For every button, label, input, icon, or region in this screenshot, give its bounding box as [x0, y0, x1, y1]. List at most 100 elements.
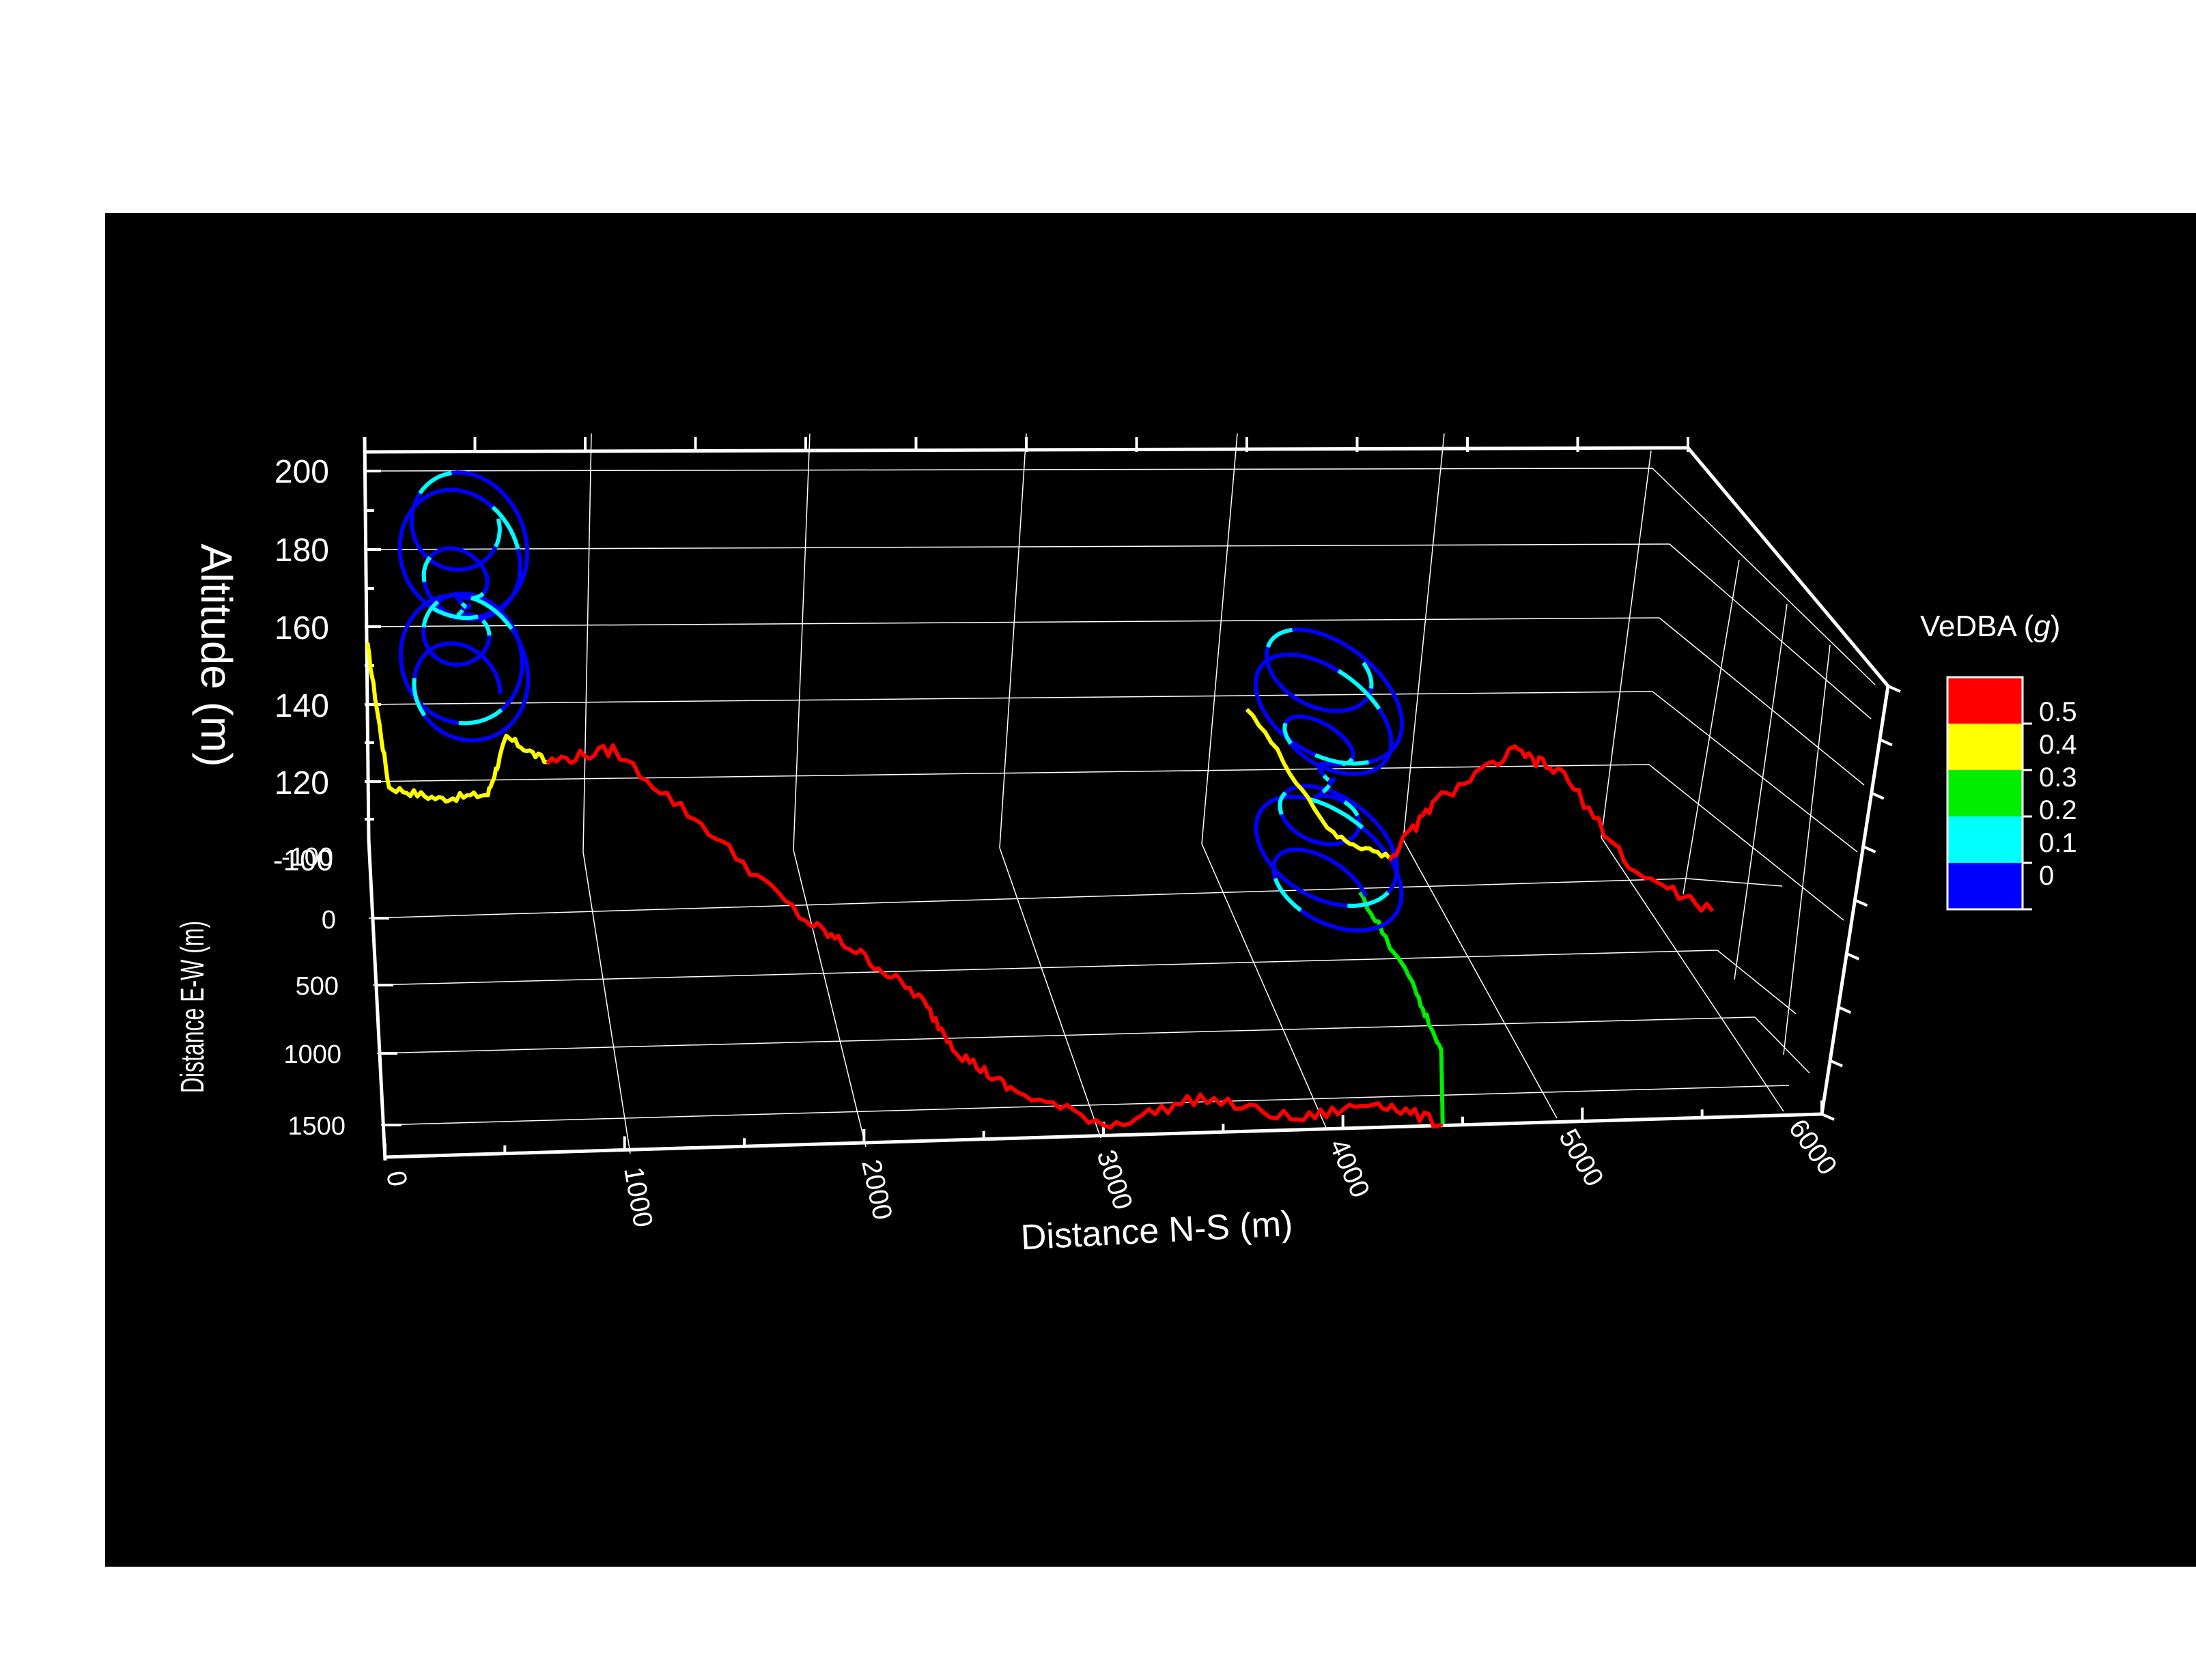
z-tick-label: 120: [274, 765, 329, 801]
grid-line: [1652, 468, 1876, 685]
z-tick-label: 140: [274, 688, 329, 724]
y-axis-title: Distance E-W (m): [173, 921, 210, 1093]
x-tick-label: 4000: [1323, 1135, 1375, 1202]
colorbar-title: VeDBA (g): [1920, 610, 2060, 643]
grid-line: [793, 849, 867, 1148]
grid-line: [364, 691, 1653, 705]
grid-line: [376, 1016, 1756, 1054]
grid-line: [372, 950, 1718, 986]
trajectory-segment: [421, 556, 432, 582]
axis-tick: [1870, 791, 1885, 800]
trajectory-segment: [1322, 774, 1330, 782]
trajectory-segment: [1358, 891, 1445, 1124]
trajectory-segment: [1337, 669, 1381, 710]
trajectory-segment: [1278, 791, 1287, 815]
trajectory-segment: [1273, 877, 1302, 912]
y-tick-label: 500: [296, 972, 339, 1001]
z-tick-label: -100: [273, 844, 333, 877]
grid-line: [1201, 843, 1327, 1128]
grid-line: [793, 433, 811, 851]
axis-tick: [1846, 952, 1860, 960]
trajectory-segment: [455, 609, 464, 617]
x-tick-label: 1000: [618, 1165, 658, 1229]
trajectory-segment: [546, 743, 1444, 1130]
colorbar-tick-label: 0.5: [2039, 697, 2077, 727]
y-axis-line: [367, 839, 387, 1161]
colorbar-band: [1947, 724, 2023, 770]
grid-line: [1601, 837, 1784, 1112]
grid-line: [1783, 644, 1831, 1055]
grid-line: [999, 847, 1101, 1139]
trajectory-segment: [458, 708, 503, 726]
grid-line: [1659, 617, 1865, 786]
trajectory-series: [365, 470, 1715, 1130]
z-tick-label: 180: [274, 532, 329, 569]
x-axis-title: Distance N-S (m): [1020, 1204, 1294, 1258]
colorbar-band: [1947, 863, 2023, 909]
trajectory-segment: [1310, 797, 1364, 829]
grid-line: [364, 764, 1650, 782]
colorbar-tick-label: 0: [2039, 861, 2054, 891]
trajectory-segment: [412, 678, 427, 717]
trajectory-segment: [1388, 744, 1715, 913]
grid-line: [999, 433, 1027, 849]
trajectory-segment: [1362, 661, 1374, 689]
trajectory-segment: [481, 619, 492, 636]
axis-tick: [1879, 738, 1893, 747]
grid-line: [1683, 559, 1740, 895]
grid-line: [380, 1085, 1790, 1126]
trajectory-segment: [1245, 708, 1392, 860]
x-tick-label: 5000: [1553, 1124, 1609, 1192]
trajectory-segment: [1342, 758, 1354, 767]
axis-tick: [1838, 1006, 1852, 1014]
colorbar-tick-label: 0.4: [2039, 730, 2077, 760]
grid-line: [364, 468, 1653, 472]
colorbar-band: [1947, 816, 2023, 863]
trajectory-segment: [1347, 891, 1390, 908]
grid-line: [1403, 433, 1445, 840]
axis-tick: [1821, 1113, 1835, 1121]
trajectory-segment: [460, 601, 468, 610]
y-tick-label: 0: [322, 906, 336, 935]
axis-tick: [1854, 898, 1868, 907]
colorbar-band: [1947, 770, 2023, 816]
grid-line: [1717, 950, 1797, 1014]
y-axis-tick-labels: -100 0 500 1000 1500: [281, 843, 346, 1141]
grid-line: [582, 851, 631, 1154]
tick-marks: [363, 437, 1901, 1157]
colorbar-title-main: VeDBA (: [1920, 610, 2034, 643]
grid-line: [1754, 1016, 1810, 1074]
axis-tick: [1887, 685, 1901, 693]
trajectory-segment: [430, 605, 479, 621]
trajectory-segment: [365, 642, 548, 804]
x-tick-label: 3000: [1090, 1146, 1138, 1213]
trajectory-segment: [470, 595, 513, 630]
trajectory-segment: [1265, 627, 1293, 649]
trajectory-segment: [418, 470, 453, 495]
y-tick-label: 1000: [283, 1040, 341, 1069]
grid-line: [1403, 839, 1558, 1119]
colorbar-tick-label: 0.3: [2039, 763, 2077, 793]
grid-line: [1648, 764, 1844, 921]
x-tick-label: 0: [380, 1169, 412, 1189]
axis-tick: [1862, 845, 1876, 853]
x-axis-tick-labels: 0 1000 2000 3000 4000 5000 6000: [380, 1113, 1842, 1229]
grid-line: [1601, 450, 1652, 838]
trajectory-segment: [421, 600, 440, 628]
plot-background-right: [2024, 213, 2196, 1567]
grid-line: [368, 878, 1687, 919]
z-axis-title: Altitude (m): [192, 543, 241, 767]
z-tick-label: 200: [274, 454, 329, 490]
axes-frame: [363, 436, 1890, 1161]
right-top-edge: [1687, 446, 1889, 687]
grid-line: [364, 543, 1670, 550]
colorbar-tick-label: 0.1: [2039, 828, 2077, 858]
grid-line: [1734, 603, 1788, 980]
grid-line: [1686, 878, 1783, 887]
trajectory-segment: [1321, 784, 1332, 794]
axis-tick: [1829, 1059, 1843, 1068]
trajectory-segment: [491, 505, 520, 550]
x-tick-label: 2000: [856, 1157, 898, 1223]
trajectory-segment: [1343, 800, 1360, 817]
